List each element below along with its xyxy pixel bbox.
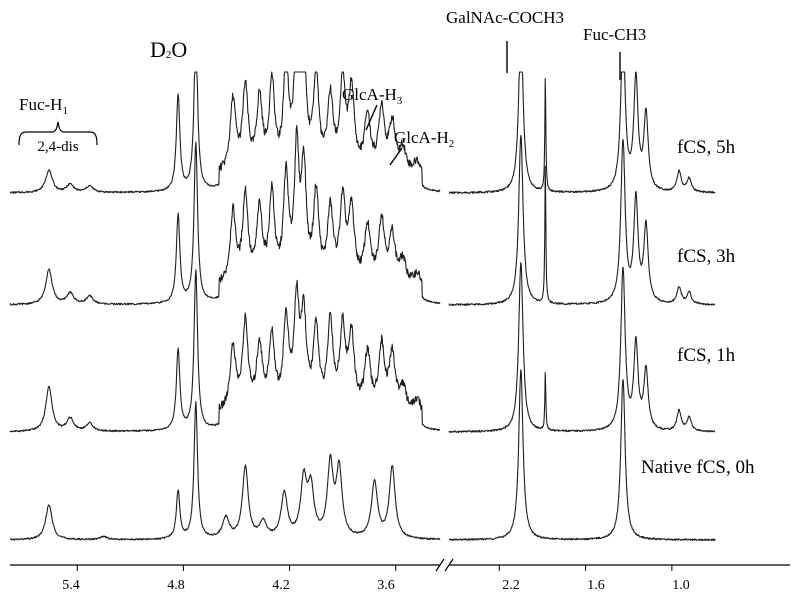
annotation-fuc-h1: Fuc-H1 [19, 95, 68, 117]
annotations: Fuc-H1 2,4-dis D2O GlcA-H3 GlcA-H2 GalNA… [18, 8, 646, 166]
x-tick-label: 5.4 [62, 578, 80, 593]
x-tick-labels: 5.4 4.8 4.2 3.6 2.2 1.6 1.0 [62, 578, 690, 593]
series-label-3h: fCS, 3h [677, 246, 736, 267]
annotation-glca-h2: GlcA-H2 [394, 128, 454, 150]
spectrum-trace [448, 369, 716, 542]
x-tick-label: 2.2 [502, 578, 520, 593]
annotation-glca-h3: GlcA-H3 [342, 85, 403, 107]
series-label-1h: fCS, 1h [677, 345, 736, 366]
annotation-bracket [18, 121, 98, 146]
x-tick-label: 4.2 [272, 578, 290, 593]
spectrum-trace [448, 262, 716, 434]
annotation-glca-h3-pointer [365, 104, 378, 131]
series-labels: fCS, 5h fCS, 3h fCS, 1h Native fCS, 0h [641, 137, 755, 478]
spectrum-trace [448, 71, 716, 194]
x-tick-label: 1.6 [587, 578, 605, 593]
spectrum-trace [9, 269, 441, 433]
spectrum-trace [9, 400, 441, 541]
annotation-galnac-coch3: GalNAc-COCH3 [446, 8, 564, 27]
series-label-0h: Native fCS, 0h [641, 457, 755, 478]
annotation-fuc-ch3: Fuc-CH3 [583, 25, 646, 44]
x-tick-label: 4.8 [167, 578, 185, 593]
spectrum-trace [448, 135, 716, 307]
x-tick-label: 1.0 [672, 578, 690, 593]
x-axis [10, 558, 790, 572]
spectrum-trace [9, 125, 441, 306]
axis-break-mark-right [444, 558, 454, 572]
annotation-glca-h2-pointer [389, 147, 403, 166]
traces-layer [9, 71, 716, 542]
axis-break-mark-left [435, 558, 445, 572]
annotation-2-4-dis: 2,4-dis [37, 139, 78, 155]
spectrum-trace [9, 71, 441, 194]
x-tick-label: 3.6 [377, 578, 395, 593]
series-label-5h: fCS, 5h [677, 137, 736, 158]
annotation-d2o: D2O [150, 37, 187, 62]
